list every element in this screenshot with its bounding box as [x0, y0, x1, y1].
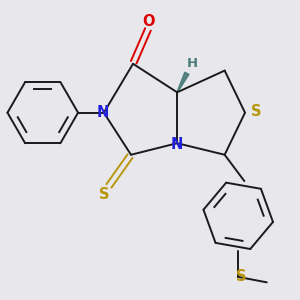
Text: O: O	[142, 14, 155, 28]
Text: N: N	[171, 137, 183, 152]
Text: S: S	[99, 187, 109, 202]
Polygon shape	[177, 72, 189, 92]
Text: H: H	[187, 57, 198, 70]
Text: N: N	[96, 105, 109, 120]
Text: S: S	[250, 104, 261, 119]
Text: S: S	[236, 269, 246, 284]
